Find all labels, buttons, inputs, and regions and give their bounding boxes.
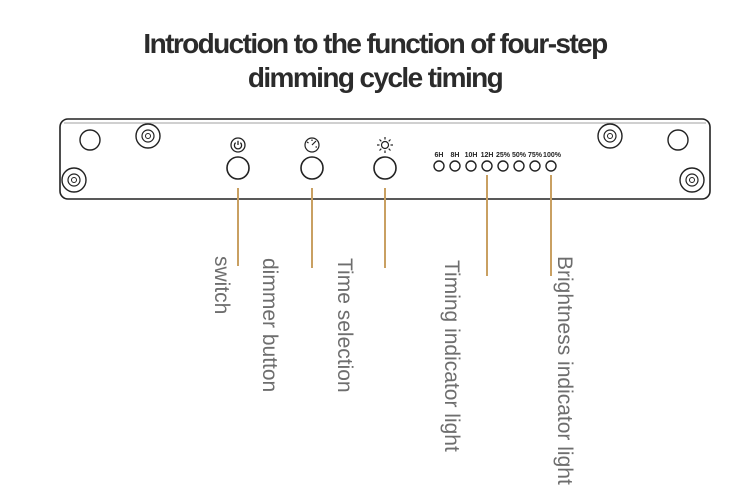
timing-led-10h bbox=[465, 160, 477, 172]
brightness-label-50: 50% bbox=[512, 152, 527, 159]
sun-icon bbox=[377, 137, 393, 153]
timing-label-6h: 6H bbox=[435, 152, 444, 159]
brightness-label-75: 75% bbox=[528, 152, 543, 159]
brightness-led-50 bbox=[513, 160, 525, 172]
switch-button[interactable] bbox=[226, 156, 250, 180]
mount-hole-top-right bbox=[667, 129, 689, 151]
control-panel-diagram: 6H 8H 10H 12H 25% 50% 75% 100% bbox=[59, 118, 711, 276]
timing-label-12h: 12H bbox=[481, 152, 494, 159]
dimmer-icon bbox=[304, 137, 320, 153]
brightness-label-100: 100% bbox=[543, 152, 562, 159]
brightness-led-75 bbox=[529, 160, 541, 172]
timing-label-10h: 10H bbox=[465, 152, 478, 159]
screw-bottom-right bbox=[679, 167, 705, 193]
timing-label-8h: 8H bbox=[451, 152, 460, 159]
brightness-led-100 bbox=[545, 160, 557, 172]
timing-led-8h bbox=[449, 160, 461, 172]
power-icon bbox=[230, 137, 246, 153]
brightness-led-25 bbox=[497, 160, 509, 172]
dimmer-button[interactable] bbox=[300, 156, 324, 180]
label-time-selection: Time selection bbox=[333, 258, 356, 393]
screw-top-left bbox=[135, 123, 161, 149]
label-timing-indicator: Timing indicator light bbox=[440, 260, 463, 452]
screw-top-right bbox=[597, 123, 623, 149]
brightness-label-25: 25% bbox=[496, 152, 511, 159]
mount-hole-top-left bbox=[79, 129, 101, 151]
timing-led-12h bbox=[481, 160, 493, 172]
timing-led-6h bbox=[433, 160, 445, 172]
time-selection-button[interactable] bbox=[373, 156, 397, 180]
label-switch: switch bbox=[210, 256, 233, 315]
screw-bottom-left bbox=[61, 167, 87, 193]
title-line-1: Introduction to the function of four-ste… bbox=[143, 28, 608, 59]
label-dimmer-button: dimmer button bbox=[258, 258, 281, 393]
label-brightness-indicator: Brightness indicator light bbox=[553, 256, 576, 485]
title-line-2: dimming cycle timing bbox=[247, 62, 504, 93]
